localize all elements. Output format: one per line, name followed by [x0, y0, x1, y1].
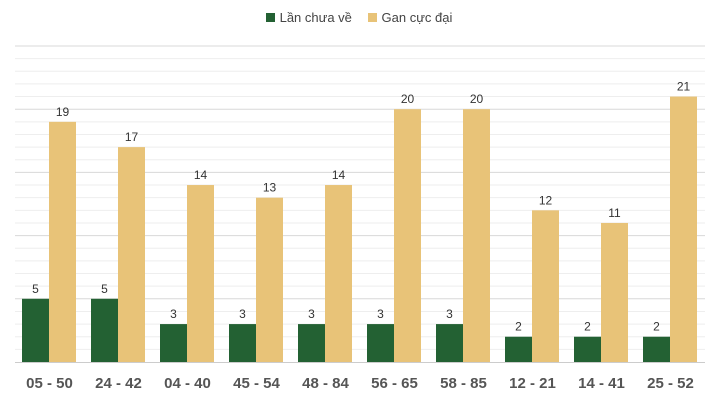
- x-tick-label: 25 - 52: [647, 375, 694, 392]
- legend: Lần chưa về Gan cực đại: [0, 10, 718, 25]
- x-tick-label: 12 - 21: [509, 375, 556, 392]
- data-label: 20: [470, 92, 484, 106]
- data-label: 12: [539, 193, 553, 207]
- x-tick-label: 24 - 42: [95, 375, 142, 392]
- data-label: 19: [56, 105, 70, 119]
- bar-gan-cuc-dai[interactable]: [49, 121, 76, 362]
- data-label: 21: [677, 80, 691, 94]
- x-tick-label: 05 - 50: [26, 375, 73, 392]
- x-tick-label: 56 - 65: [371, 375, 418, 392]
- data-label: 17: [125, 130, 139, 144]
- bar-gan-cuc-dai[interactable]: [601, 222, 628, 362]
- bar-lan-chua-ve[interactable]: [22, 298, 49, 362]
- data-label: 5: [101, 282, 108, 296]
- data-label: 2: [515, 320, 522, 334]
- data-label: 5: [32, 282, 39, 296]
- bar-gan-cuc-dai[interactable]: [118, 147, 145, 362]
- bar-lan-chua-ve[interactable]: [367, 324, 394, 362]
- data-label: 3: [170, 307, 177, 321]
- data-label: 2: [584, 320, 591, 334]
- legend-item-lan-chua-ve[interactable]: Lần chưa về: [265, 10, 352, 25]
- data-label: 3: [377, 307, 384, 321]
- bar-lan-chua-ve[interactable]: [643, 336, 670, 362]
- bar-lan-chua-ve[interactable]: [574, 336, 601, 362]
- x-tick-label: 14 - 41: [578, 375, 625, 392]
- data-label: 14: [332, 168, 346, 182]
- bar-gan-cuc-dai[interactable]: [187, 185, 214, 362]
- bar-gan-cuc-dai[interactable]: [394, 109, 421, 362]
- data-label: 11: [608, 206, 621, 220]
- data-label: 3: [446, 307, 453, 321]
- bar-lan-chua-ve[interactable]: [91, 298, 118, 362]
- x-tick-label: 48 - 84: [302, 375, 349, 392]
- x-tick-label: 58 - 85: [440, 375, 487, 392]
- legend-swatch: [367, 13, 377, 22]
- legend-label: Lần chưa về: [279, 10, 352, 25]
- bar-lan-chua-ve[interactable]: [229, 324, 256, 362]
- data-label: 20: [401, 92, 415, 106]
- bar-lan-chua-ve[interactable]: [436, 324, 463, 362]
- data-label: 13: [263, 181, 277, 195]
- bar-gan-cuc-dai[interactable]: [463, 109, 490, 362]
- data-label: 3: [239, 307, 246, 321]
- bar-gan-cuc-dai[interactable]: [670, 96, 697, 362]
- bar-gan-cuc-dai[interactable]: [532, 210, 559, 362]
- bar-lan-chua-ve[interactable]: [298, 324, 325, 362]
- bar-lan-chua-ve[interactable]: [160, 324, 187, 362]
- data-label: 3: [308, 307, 315, 321]
- bar-gan-cuc-dai[interactable]: [256, 197, 283, 362]
- bar-gan-cuc-dai[interactable]: [325, 185, 352, 362]
- bar-lan-chua-ve[interactable]: [505, 336, 532, 362]
- data-label: 14: [194, 168, 208, 182]
- x-tick-label: 45 - 54: [233, 375, 280, 392]
- legend-swatch: [265, 13, 275, 22]
- data-label: 2: [653, 320, 660, 334]
- x-tick-label: 04 - 40: [164, 375, 211, 392]
- legend-label: Gan cực đại: [381, 10, 453, 25]
- legend-item-gan-cuc-dai[interactable]: Gan cực đại: [367, 10, 453, 25]
